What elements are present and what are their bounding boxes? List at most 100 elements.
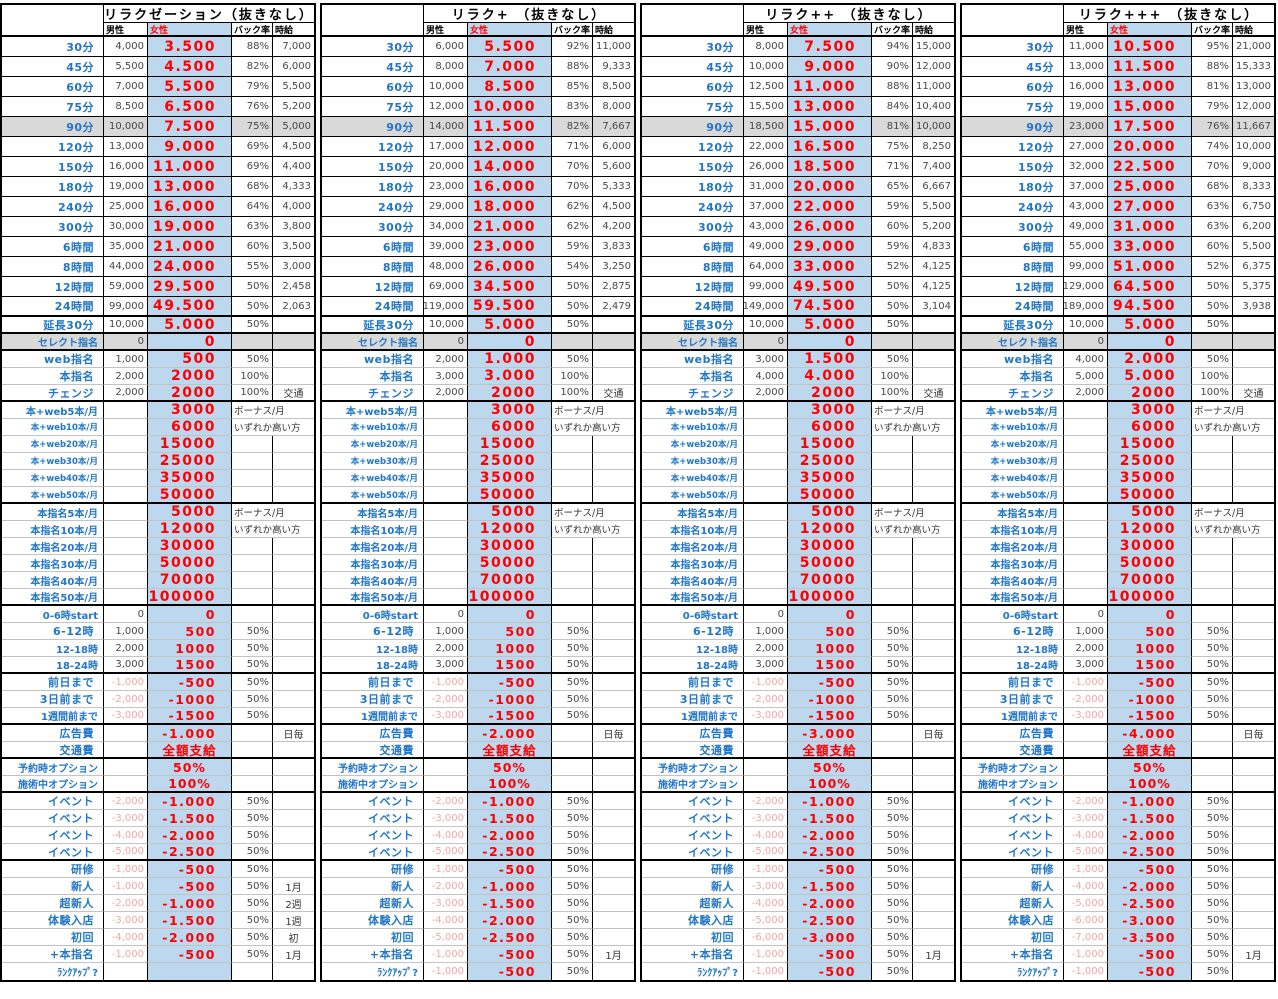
cell-hourly[interactable]: [1233, 572, 1274, 589]
cell-female[interactable]: 100%: [148, 776, 232, 793]
col-header-back-rate[interactable]: バック率: [872, 23, 913, 37]
row-label[interactable]: 本+web5本/月: [2, 402, 104, 419]
row-label[interactable]: 交通費: [2, 742, 104, 759]
cell-hourly[interactable]: [593, 776, 634, 793]
cell-male[interactable]: 0: [424, 606, 468, 623]
cell-hourly[interactable]: 5,200: [913, 217, 954, 237]
row-label[interactable]: 本+web5本/月: [322, 402, 424, 419]
row-label[interactable]: 新人: [962, 878, 1064, 895]
cell-female[interactable]: 50000: [1108, 555, 1192, 572]
cell-back-rate[interactable]: 94%: [872, 37, 913, 57]
row-label[interactable]: イベント: [642, 810, 744, 827]
cell-female[interactable]: 50000: [788, 487, 872, 504]
cell-note[interactable]: いずれか高い方: [1192, 521, 1274, 538]
cell-male[interactable]: -1,000: [424, 963, 468, 980]
cell-male[interactable]: 0: [424, 334, 468, 351]
cell-male[interactable]: 23,000: [1064, 117, 1108, 137]
cell-back-rate[interactable]: 50%: [872, 623, 913, 640]
cell-back-rate[interactable]: 50%: [872, 827, 913, 844]
cell-hourly[interactable]: [1233, 623, 1274, 640]
cell-hourly[interactable]: [273, 776, 314, 793]
cell-hourly[interactable]: [593, 436, 634, 453]
cell-back-rate[interactable]: [232, 334, 273, 351]
row-label[interactable]: 本+web40本/月: [642, 470, 744, 487]
row-label[interactable]: 本指名: [642, 368, 744, 385]
cell-male[interactable]: [744, 776, 788, 793]
row-label[interactable]: 300分: [642, 217, 744, 237]
cell-female[interactable]: 50000: [148, 487, 232, 504]
cell-female[interactable]: -2.500: [1108, 895, 1192, 912]
cell-female[interactable]: 7.000: [468, 57, 552, 77]
cell-male[interactable]: 43,000: [744, 217, 788, 237]
cell-female[interactable]: -500: [148, 674, 232, 691]
row-label[interactable]: ﾗﾝｸｱｯﾌﾟ?: [642, 963, 744, 980]
cell-hourly[interactable]: [273, 657, 314, 674]
cell-male[interactable]: -2,000: [1064, 793, 1108, 810]
cell-note[interactable]: ボーナス/月: [552, 402, 634, 419]
cell-male[interactable]: 2,000: [104, 368, 148, 385]
row-label[interactable]: 75分: [642, 97, 744, 117]
cell-female[interactable]: 0: [1108, 334, 1192, 351]
cell-back-rate[interactable]: 50%: [1192, 793, 1233, 810]
row-label[interactable]: 300分: [2, 217, 104, 237]
cell-hourly[interactable]: 6,667: [913, 177, 954, 197]
cell-back-rate[interactable]: [872, 589, 913, 606]
row-label[interactable]: 本指名40本/月: [642, 572, 744, 589]
cell-hourly[interactable]: 11,000: [913, 77, 954, 97]
row-label[interactable]: 0-6時start: [962, 606, 1064, 623]
cell-female[interactable]: -500: [148, 861, 232, 878]
cell-back-rate[interactable]: 71%: [872, 157, 913, 177]
row-label[interactable]: 本+web20本/月: [2, 436, 104, 453]
cell-back-rate[interactable]: [1192, 453, 1233, 470]
cell-back-rate[interactable]: 84%: [872, 97, 913, 117]
row-label[interactable]: 体験入店: [962, 912, 1064, 929]
cell-male[interactable]: [104, 419, 148, 436]
cell-hourly[interactable]: 10,400: [913, 97, 954, 117]
cell-male[interactable]: -2,000: [424, 793, 468, 810]
row-label[interactable]: 施術中オプション: [2, 776, 104, 793]
cell-male[interactable]: 10,000: [104, 317, 148, 334]
cell-hourly[interactable]: [593, 572, 634, 589]
cell-male[interactable]: 27,000: [1064, 137, 1108, 157]
row-label[interactable]: 本指名10本/月: [2, 521, 104, 538]
row-label[interactable]: 6時間: [962, 237, 1064, 257]
cell-hourly[interactable]: [273, 827, 314, 844]
cell-male[interactable]: -2,000: [744, 691, 788, 708]
cell-back-rate[interactable]: 54%: [552, 257, 593, 277]
row-label[interactable]: +本指名: [642, 946, 744, 963]
cell-hourly[interactable]: [1233, 776, 1274, 793]
cell-back-rate[interactable]: 50%: [552, 929, 593, 946]
row-label[interactable]: 本+web10本/月: [642, 419, 744, 436]
cell-back-rate[interactable]: 76%: [232, 97, 273, 117]
cell-hourly[interactable]: 11,667: [1233, 117, 1274, 137]
cell-female[interactable]: 30000: [148, 538, 232, 555]
cell-male[interactable]: -3,000: [104, 810, 148, 827]
cell-back-rate[interactable]: 50%: [552, 912, 593, 929]
cell-back-rate[interactable]: 50%: [1192, 297, 1233, 317]
cell-back-rate[interactable]: 65%: [872, 177, 913, 197]
row-label[interactable]: 本指名10本/月: [962, 521, 1064, 538]
cell-female[interactable]: -2.500: [468, 929, 552, 946]
cell-female[interactable]: 5000: [468, 504, 552, 521]
cell-female[interactable]: -500: [468, 963, 552, 980]
cell-male[interactable]: 44,000: [104, 257, 148, 277]
cell-hourly[interactable]: 初: [273, 929, 314, 946]
cell-back-rate[interactable]: [232, 470, 273, 487]
cell-male[interactable]: -5,000: [424, 929, 468, 946]
row-label[interactable]: 超新人: [642, 895, 744, 912]
cell-back-rate[interactable]: 100%: [1192, 385, 1233, 402]
row-label[interactable]: 6-12時: [962, 623, 1064, 640]
cell-hourly[interactable]: [273, 742, 314, 759]
cell-hourly[interactable]: [913, 929, 954, 946]
cell-back-rate[interactable]: 50%: [232, 878, 273, 895]
cell-back-rate[interactable]: 50%: [1192, 691, 1233, 708]
cell-female[interactable]: 3.000: [468, 368, 552, 385]
row-label[interactable]: 広告費: [322, 725, 424, 742]
cell-female[interactable]: -1500: [788, 708, 872, 725]
cell-hourly[interactable]: 3,938: [1233, 297, 1274, 317]
cell-back-rate[interactable]: 90%: [872, 57, 913, 77]
cell-male[interactable]: [104, 963, 148, 980]
cell-male[interactable]: -4,000: [424, 912, 468, 929]
cell-back-rate[interactable]: 100%: [872, 385, 913, 402]
row-label[interactable]: 150分: [642, 157, 744, 177]
